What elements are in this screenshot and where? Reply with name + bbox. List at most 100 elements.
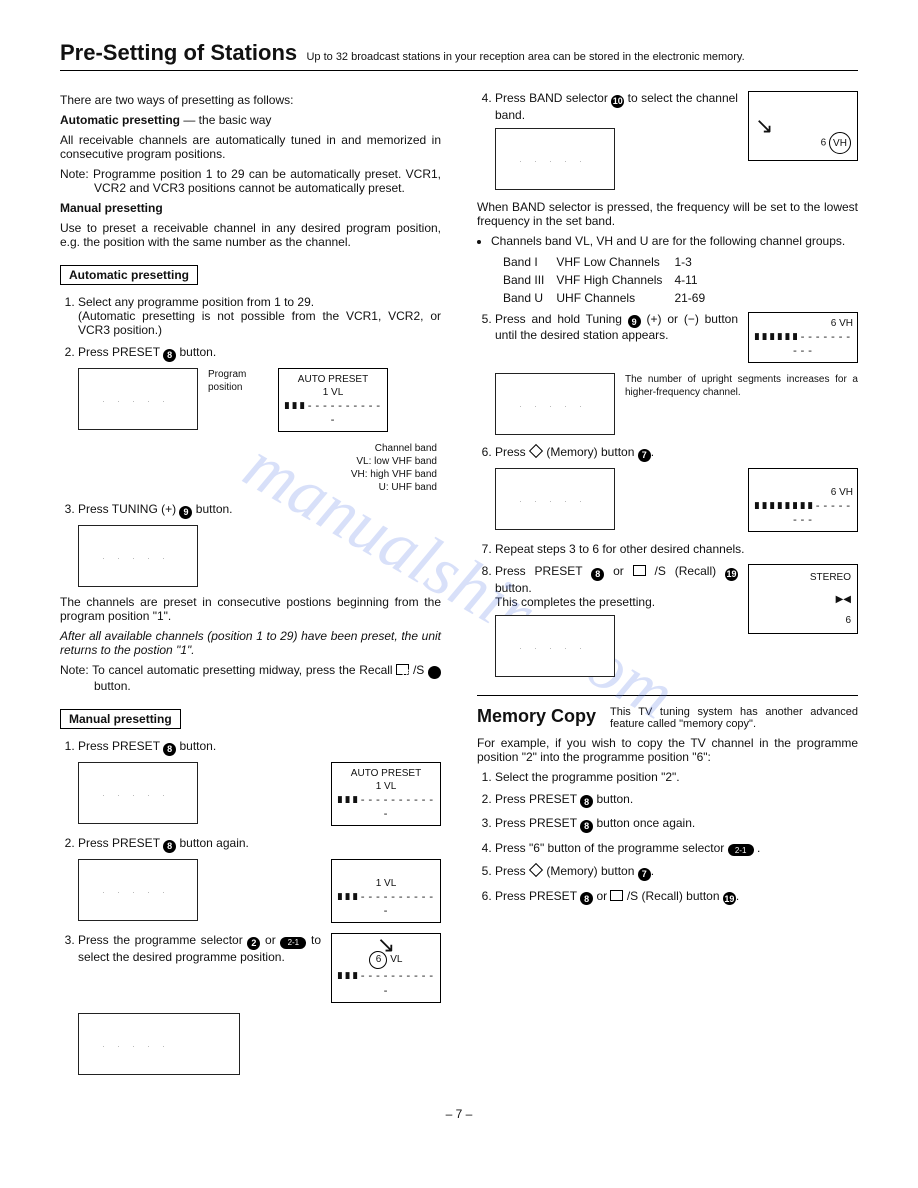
auto-steps: Select any programme position from 1 to … (60, 295, 441, 587)
memory-copy-section: Memory Copy This TV tuning system has an… (477, 695, 858, 906)
note2-label: Note: (60, 663, 89, 677)
bt-0-0: Band I (503, 254, 554, 270)
table-row: Band IIIVHF High Channels4-11 (503, 272, 715, 288)
mc6d: . (736, 889, 739, 903)
bt-2-1: UHF Channels (556, 290, 672, 306)
cb-label: Channel band (78, 442, 437, 455)
panel-figure (495, 128, 615, 190)
disp-auto: AUTO PRESET (336, 767, 436, 780)
s5a: Press and hold Tuning (495, 312, 628, 326)
panel-figure-wide (78, 1013, 240, 1075)
mc5a: Press (495, 864, 529, 878)
panel-figure (78, 859, 198, 921)
segbar-more: ∎∎∎∎∎∎∎∎-------- (753, 499, 853, 528)
display-1vl: 1 VL ∎∎∎----------- (331, 859, 441, 924)
auto-step-1: Select any programme position from 1 to … (78, 295, 441, 337)
band-bullet: Channels band VL, VH and U are for the f… (491, 234, 858, 248)
m2b: button again. (176, 836, 249, 850)
panel-figure (78, 762, 198, 824)
auto-result-1: The channels are preset in consecutive p… (60, 595, 441, 623)
memory-copy-example: For example, if you wish to copy the TV … (477, 736, 858, 764)
a3b: button. (192, 502, 232, 516)
cb-u: U: UHF band (78, 481, 437, 494)
auto-heading: Automatic presetting — the basic way (60, 113, 441, 127)
right-steps: Press BAND selector 10 to select the cha… (477, 91, 858, 190)
circled-7-icon: 7 (638, 868, 651, 881)
m2a: Press PRESET (78, 836, 163, 850)
table-row: Band UUHF Channels21-69 (503, 290, 715, 306)
circle-6: 6 (369, 951, 387, 969)
circled-2-icon: 2 (247, 937, 260, 950)
mc2b: button. (593, 792, 633, 806)
mc-step-3: Press PRESET 8 button once again. (495, 816, 858, 833)
display-6vh-a: 6 VH ∎∎∎∎∎∎---------- (748, 312, 858, 364)
page-subtitle: Up to 32 broadcast stations in your rece… (306, 51, 744, 63)
a1: Select any programme position from 1 to … (78, 295, 314, 309)
circled-9-icon: 9 (179, 506, 192, 519)
s6a: Press (495, 445, 529, 459)
display-auto-preset: AUTO PRESET 1 VL ∎∎∎----------- (278, 368, 388, 433)
bt-1-0: Band III (503, 272, 554, 288)
segbar-partial: ∎∎∎∎∎∎---------- (753, 330, 853, 359)
manual-steps: Press PRESET 8 button. AUTO PRESET 1 VL … (60, 739, 441, 1075)
display-auto-preset-2: AUTO PRESET 1 VL ∎∎∎----------- (331, 762, 441, 827)
page-number: – 7 – (60, 1107, 858, 1121)
memory-copy-sub: This TV tuning system has another advanc… (610, 706, 858, 730)
mc3a: Press PRESET (495, 816, 580, 830)
circled-19-icon: 19 (723, 892, 736, 905)
prog-pos-label: Program position (208, 368, 268, 394)
m1b: button. (176, 739, 216, 753)
mc5b: (Memory) button (543, 864, 638, 878)
circled-8-icon: 8 (163, 743, 176, 756)
display-stereo: STEREO ▶◀ 6 (748, 564, 858, 634)
right-column: Press BAND selector 10 to select the cha… (477, 87, 858, 1083)
square-icon (610, 890, 623, 901)
circled-8-icon: 8 (591, 568, 604, 581)
channel-band-caption: Channel band VL: low VHF band VH: high V… (78, 442, 441, 494)
s8e: This completes the presetting. (495, 595, 655, 609)
cb-vh: VH: high VHF band (78, 468, 437, 481)
a3a: Press TUNING (+) (78, 502, 179, 516)
panel-figure (495, 373, 615, 435)
s8d: button. (495, 581, 532, 595)
mc5c: . (651, 864, 654, 878)
pill-2-1-icon: 2-1 (728, 844, 754, 856)
manual-step-1: Press PRESET 8 button. AUTO PRESET 1 VL … (78, 739, 441, 826)
auto-head-bold: Automatic presetting (60, 113, 180, 127)
display-6vl: ↘ 6 VL ∎∎∎----------- (331, 933, 441, 1003)
circled-10-icon: 10 (611, 95, 624, 108)
auto-step-3: Press TUNING (+) 9 button. (78, 502, 441, 587)
vh-6: 6 (821, 138, 827, 149)
segbar: ∎∎∎----------- (336, 793, 436, 822)
diamond-icon (529, 863, 543, 877)
manual-step-3: Press the programme selector 2 or 2-1 to… (78, 933, 441, 1075)
diamond-icon (529, 444, 543, 458)
mc-step-2: Press PRESET 8 button. (495, 792, 858, 809)
bt-1-1: VHF High Channels (556, 272, 672, 288)
disp-stereo: STEREO (810, 571, 851, 584)
bt-1-2: 4-11 (674, 272, 715, 288)
circled-19-icon: 19 (725, 568, 738, 581)
mc-step-4: Press "6" button of the programme select… (495, 841, 858, 857)
panel-figure (495, 615, 615, 677)
circled-8-icon: 8 (580, 892, 593, 905)
disp-1vl: 1 VL (336, 780, 436, 793)
display-vh-badge: ↘ 6 VH (748, 91, 858, 161)
vl: VL (390, 954, 402, 965)
mc-step-1: Select the programme position "2". (495, 770, 858, 784)
cb-vl: VL: low VHF band (78, 455, 437, 468)
page-title: Pre-Setting of Stations (60, 40, 297, 65)
memory-copy-title: Memory Copy (477, 706, 596, 727)
pill-2-1-icon: 2-1 (280, 937, 306, 949)
right-step-6: Press (Memory) button 7. 6 VH ∎∎∎∎∎∎∎∎--… (495, 445, 858, 532)
circled-8-icon: 8 (580, 820, 593, 833)
m3or: or (260, 933, 280, 947)
mc6b: or (593, 889, 610, 903)
bt-2-0: Band U (503, 290, 554, 306)
segbar: ∎∎∎----------- (336, 969, 436, 998)
m3a: Press the programme selector (78, 933, 247, 947)
auto-result-2: After all available channels (position 1… (60, 629, 441, 657)
seg-note: The number of upright segments increases… (625, 373, 858, 399)
manual-body: Use to preset a receivable channel in an… (60, 221, 441, 249)
bt-0-1: VHF Low Channels (556, 254, 672, 270)
